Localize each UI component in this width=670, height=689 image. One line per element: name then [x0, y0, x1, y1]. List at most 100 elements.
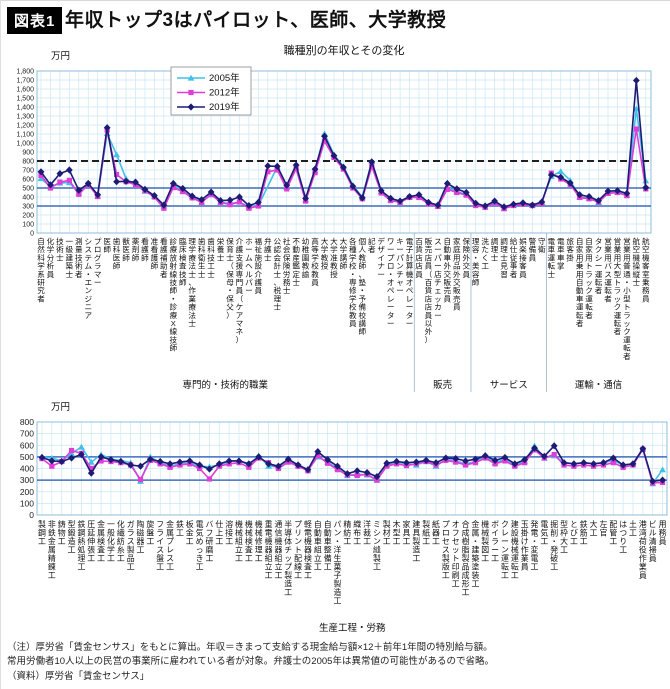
data-point-marker: [160, 201, 168, 209]
group-label: 専門的・技術的職業: [183, 379, 269, 391]
svg-text:200: 200: [22, 213, 34, 220]
occupation-label: 記者: [368, 236, 376, 254]
data-point-marker: [137, 476, 144, 483]
data-point-marker: [659, 466, 666, 473]
data-point-marker: [432, 459, 440, 467]
data-point-marker: [226, 196, 234, 204]
occupation-label: 機械組立工: [235, 519, 243, 563]
occupation-label: 薬剤師: [132, 236, 140, 262]
source-note: （資料）厚労省「賃金センサス」: [7, 670, 150, 682]
data-point-marker: [151, 192, 158, 200]
data-point-marker: [383, 459, 391, 467]
occupation-label: はつり工: [619, 520, 627, 555]
legend-label: 2012年: [209, 87, 240, 99]
data-point-marker: [529, 201, 536, 209]
data-point-marker: [387, 194, 395, 202]
occupation-label: ホームヘルパー: [245, 237, 253, 295]
occupation-label: 鉄鋼熱処理工: [77, 519, 85, 572]
occupation-label: 発電・変電工: [531, 520, 539, 572]
occupation-label: 営業用バス運転者: [604, 236, 612, 303]
svg-text:1,000: 1,000: [16, 141, 34, 148]
data-point-marker: [547, 171, 555, 179]
data-point-marker: [422, 456, 430, 464]
occupation-label: 仕上工: [215, 519, 223, 546]
figure-footnotes: （注）厚労省「賃金センサス」をもとに算出。年収＝きまって支給する現金給与額×12…: [7, 641, 667, 684]
occupation-label: 給仕従事者: [510, 236, 518, 279]
svg-text:1,300: 1,300: [16, 114, 34, 121]
legend: 2005年 2012年 2019年: [170, 66, 252, 116]
svg-text:1,400: 1,400: [16, 105, 34, 112]
occupation-label: 歯科医師: [113, 236, 121, 271]
occupation-label: 看護補助者: [160, 237, 168, 279]
data-point-marker: [37, 168, 45, 176]
occupation-label: 軽電機器検査工: [304, 520, 312, 580]
occupation-label: 大学教授: [321, 236, 329, 271]
svg-text:800: 800: [20, 417, 34, 427]
data-point-marker: [311, 165, 319, 173]
data-point-marker: [188, 192, 196, 200]
svg-text:600: 600: [20, 440, 34, 450]
occupation-label: 電気工: [540, 520, 548, 546]
data-point-marker: [78, 443, 85, 450]
occupation-label: 個人教師、塾・予備校講師: [359, 236, 367, 336]
data-point-marker: [434, 201, 442, 209]
series-line-2019年: [41, 445, 663, 483]
occupation-label: 不動産鑑定士: [292, 237, 300, 287]
occupation-label: 保険外交員: [462, 237, 470, 279]
data-point-marker: [122, 177, 130, 185]
svg-text:0: 0: [29, 510, 34, 520]
data-point-marker: [68, 447, 75, 454]
occupation-label: 調理士: [491, 236, 499, 262]
data-point-marker: [37, 175, 45, 182]
data-point-marker: [47, 181, 54, 189]
svg-text:500: 500: [22, 186, 34, 193]
occupation-label: 用務員: [659, 520, 667, 546]
occupation-label: とび工: [570, 520, 578, 546]
data-point-marker: [491, 456, 499, 464]
data-point-marker: [406, 192, 413, 201]
data-point-marker: [283, 181, 291, 189]
occupation-label: 社会保険労務士: [283, 236, 291, 295]
data-point-marker: [396, 197, 404, 205]
data-point-marker: [275, 462, 282, 470]
data-point-marker: [65, 166, 73, 174]
series-2019年: [37, 76, 650, 211]
data-point-marker: [254, 198, 262, 206]
occupation-label: 鉄筋工: [580, 519, 588, 546]
occupation-label: プリント配線工: [294, 520, 302, 580]
occupation-label: パン・洋生菓子製造工: [334, 520, 342, 606]
occupation-label: 一般化学工: [107, 520, 115, 563]
data-point-marker: [245, 201, 253, 210]
data-point-marker: [462, 462, 469, 468]
occupation-label: 保育士（保母・保父）: [226, 237, 234, 320]
svg-text:1,500: 1,500: [16, 96, 34, 103]
occupation-label: 圧延伸張工: [87, 520, 95, 563]
data-point-marker: [491, 197, 498, 205]
data-point-marker: [632, 76, 640, 85]
occupation-label: 介護支援専門員（ケアマネ）: [236, 237, 244, 344]
group-label: 運輸・通信: [575, 379, 623, 391]
occupation-label: 非鉄金属精錬工: [48, 519, 56, 580]
occupation-label: 医師: [103, 237, 111, 254]
chart-top-occupational-income: 0 100 200 300 400 500 600 700 800 900 1,000 1,100 1,…: [1, 41, 670, 397]
data-point-marker: [87, 458, 95, 465]
occupation-label: 福祉施設介護員: [255, 237, 263, 295]
occupation-label: 機械修理工: [255, 519, 263, 563]
data-point-marker: [510, 200, 517, 208]
y-axis-unit: 万円: [51, 51, 70, 62]
occupation-group-row: 生産工程・労務: [319, 622, 386, 634]
data-point-marker: [614, 187, 621, 195]
data-point-marker: [57, 179, 63, 185]
svg-text:800: 800: [22, 159, 34, 166]
data-point-marker: [373, 473, 381, 481]
occupation-label: 自動車外交販売員: [444, 236, 452, 303]
data-point-marker: [217, 197, 224, 205]
svg-text:500: 500: [20, 452, 34, 462]
occupation-label: 臨床検査技師: [179, 236, 187, 287]
occupation-label: 配管工: [609, 520, 617, 546]
data-point-marker: [500, 203, 508, 211]
data-point-marker: [113, 178, 120, 186]
occupation-label: 機械検査工: [245, 519, 253, 563]
